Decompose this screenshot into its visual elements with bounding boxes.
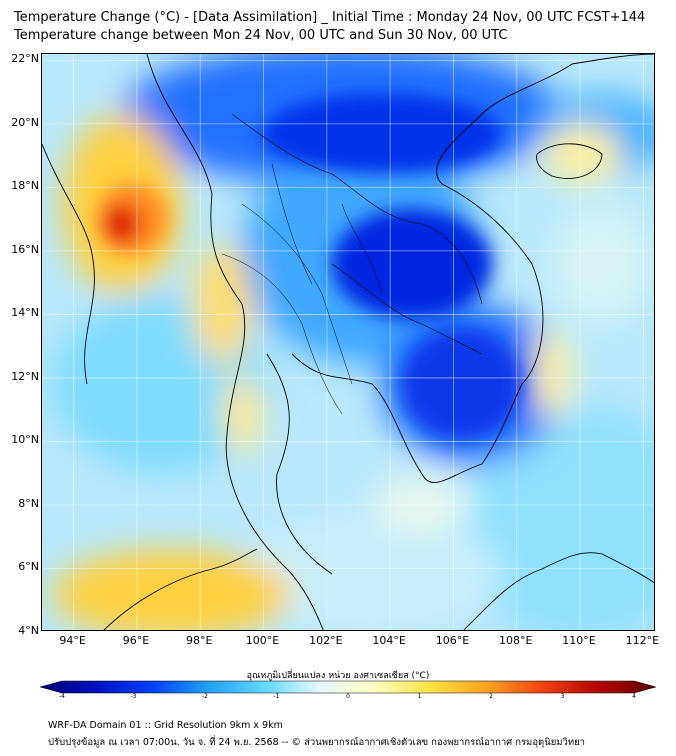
map-canvas [42,54,654,630]
field-light-gulf [372,474,472,534]
field-core-cold-cambodia [402,329,522,439]
chart-subtitle: Temperature change between Mon 24 Nov, 0… [14,28,508,43]
chart-title: Temperature Change (°C) - [Data Assimila… [14,10,646,25]
lat-tick-label: 20°N [11,115,39,129]
hainan-island [536,143,603,179]
border-thai-cambodia [331,263,483,355]
lon-tick-label: 112°E [625,634,660,647]
colorbar-title: อุณหภูมิเปลี่ยนแปลง หน่วย องศาเซลเซียส (… [246,671,430,681]
colorbar-tick-label: 2 [489,693,493,700]
colorbar-fill [40,680,656,694]
temperature-field-core [97,94,522,439]
colorbar-tick-label: 4 [632,693,636,700]
field-warm-myanmar [192,244,252,364]
field-light-south [242,514,502,630]
graticule [42,54,654,630]
colorbar-tick-label: -3 [130,693,137,700]
lon-tick-label: 98°E [186,634,213,647]
lat-tick-label: 8°N [18,496,39,510]
lat-tick-label: 6°N [18,560,39,574]
field-warm-vietnam [532,329,572,419]
lon-tick-label: 104°E [372,634,406,647]
field-core-cold-laos [332,209,492,319]
lon-tick-label: 110°E [562,634,596,647]
field-light-east [552,204,652,324]
footer-model-info: WRF-DA Domain 01 :: Grid Resolution 9km … [48,720,283,731]
colorbar-tick-label: 3 [560,693,565,700]
colorbar-tick-label: -1 [273,693,280,700]
border-provinces-a [241,203,353,385]
field-warm-peninsula [222,374,262,454]
borneo-coast [463,552,654,630]
lon-tick-label: 100°E [245,634,280,647]
myanmar-west-coast [42,143,95,385]
colorbar-tick-label: 1 [417,693,422,700]
mainland-coastline [146,54,324,630]
field-core-hot-myanmar [104,204,140,244]
lon-tick-label: 94°E [59,634,86,647]
field-warm-south [52,549,292,630]
colorbar-tick-label: 0 [346,693,350,700]
gulf-coast [291,54,654,483]
lat-tick-label: 16°N [11,242,39,256]
colorbar-tick-label: -4 [59,693,65,700]
lat-tick-label: 22°N [11,52,39,66]
border-thai-laos [231,113,483,305]
lon-tick-label: 106°E [435,634,470,647]
footer-credits: ปรับปรุงข้อมูล ณ เวลา 07:00น. วัน จ. ที่… [48,737,586,748]
lat-tick-label: 12°N [11,369,39,383]
colorbar-tick-label: -2 [202,693,208,700]
mainland-coast-2 [266,353,333,575]
lat-tick-label: 14°N [11,306,39,320]
colorbar [40,680,656,694]
lon-tick-label: 108°E [499,634,533,647]
lat-tick-label: 10°N [11,433,39,447]
border-provinces-d [221,253,343,415]
field-cool-east [462,404,654,630]
lon-tick-label: 102°E [309,634,343,647]
field-core-cold-north [262,94,502,174]
field-warm-hainan [542,124,622,184]
sumatra-coast [103,548,258,630]
lat-tick-label: 18°N [11,179,39,193]
border-provinces-b [271,163,313,285]
lat-tick-label: 4°N [18,624,39,637]
border-provinces-c [341,203,383,295]
temperature-change-map [41,53,655,631]
lon-tick-label: 96°E [122,634,150,647]
coastlines-and-borders [42,54,654,630]
